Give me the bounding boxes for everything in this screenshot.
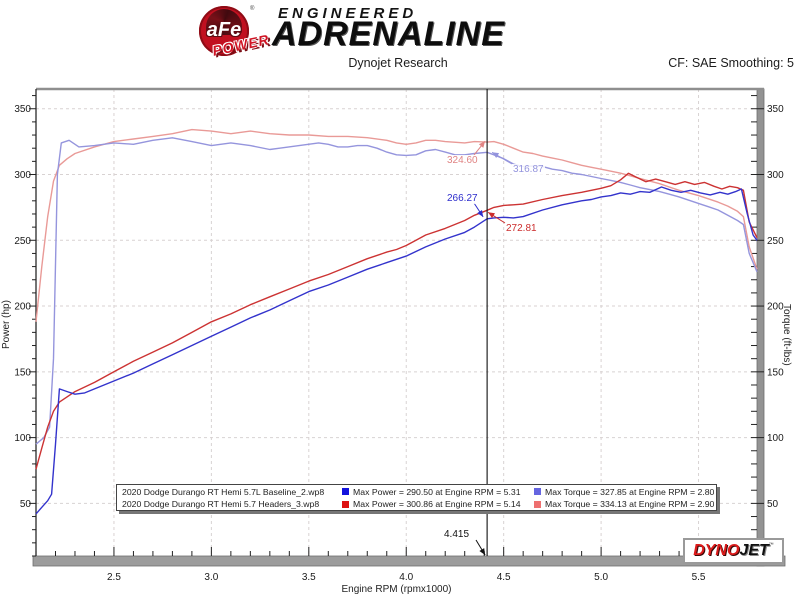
legend-box: 2020 Dodge Durango RT Hemi 5.7L Baseline…	[116, 484, 717, 511]
callout-cursor-power-baseline-arrowhead-icon	[477, 210, 484, 217]
legend-max-power: Max Power = 300.86 at Engine RPM = 5.14	[353, 499, 521, 509]
callout-cursor-rpm-arrowhead-icon	[479, 548, 486, 555]
y-tick-label-right: 150	[767, 367, 784, 378]
left-axis-title: Power (hp)	[1, 300, 12, 350]
cursor-readout-torque-headers: 324.60	[446, 155, 479, 166]
legend-row-baseline: 2020 Dodge Durango RT Hemi 5.7L Baseline…	[117, 486, 716, 498]
dynojet-logo: DYNO JET ™	[683, 538, 784, 564]
right-axis-title: Torque (ft-lbs)	[781, 304, 792, 366]
y-tick-label-left: 300	[14, 170, 31, 181]
afe-power-logo: aFe	[199, 6, 249, 56]
curve-power-headers	[35, 172, 758, 470]
chart-title: Dynojet Research	[348, 56, 448, 70]
x-tick-label: 5.5	[692, 572, 706, 583]
legend-run-name: 2020 Dodge Durango RT Hemi 5.7L Baseline…	[122, 486, 325, 497]
brand-adrenaline: ADRENALINE	[272, 15, 505, 53]
legend-max-torque: Max Torque = 334.13 at Engine RPM = 2.90	[545, 499, 715, 509]
legend-max-torque: Max Torque = 327.85 at Engine RPM = 2.80	[545, 486, 715, 497]
aperture-graphic-icon	[206, 9, 242, 35]
trademark-mark: ™	[768, 542, 774, 548]
cursor-readout-power-baseline: 266.27	[446, 193, 479, 204]
x-tick-label: 4.0	[399, 572, 413, 583]
dynojet-logo-jet: JET	[739, 542, 769, 559]
curve-power-baseline	[35, 186, 758, 515]
cursor-readout-torque-baseline: 316.87	[512, 164, 545, 175]
right-axis-band	[756, 88, 765, 567]
bottom-axis-band	[32, 555, 786, 567]
x-tick-label: 5.0	[594, 572, 608, 583]
callout-cursor-torque-headers-arrowhead-icon	[478, 141, 486, 148]
y-tick-label-right: 100	[767, 433, 784, 444]
torque-swatch-headers-icon	[534, 500, 541, 508]
y-tick-label-left: 250	[14, 236, 31, 247]
y-tick-label-right: 350	[767, 104, 784, 115]
registered-mark: ®	[250, 6, 255, 12]
curve-torque-baseline	[35, 137, 758, 445]
power-swatch-headers-icon	[342, 500, 349, 508]
x-tick-label: 4.5	[497, 572, 511, 583]
x-tick-label: 3.0	[204, 572, 218, 583]
legend-row-headers: 2020 Dodge Durango RT Hemi 5.7 Headers_3…	[117, 498, 716, 510]
y-tick-label-left: 50	[20, 499, 32, 510]
x-tick-label: 3.5	[302, 572, 316, 583]
callout-cursor-power-headers-arrowhead-icon	[488, 212, 495, 219]
dynojet-logo-dyno: DYNO	[693, 542, 740, 559]
callout-cursor-torque-baseline-arrowhead-icon	[492, 152, 500, 158]
x-tick-label: 2.5	[107, 572, 121, 583]
cursor-rpm-label: 4.415	[443, 529, 471, 540]
brand-engineered: ENGINEERED	[278, 5, 418, 22]
power-swatch-baseline-icon	[342, 488, 349, 495]
y-tick-label-right: 200	[767, 302, 784, 313]
y-tick-label-left: 150	[14, 367, 31, 378]
curve-torque-headers	[35, 128, 758, 322]
afe-logo-text: aFe	[206, 19, 242, 41]
legend-run-name: 2020 Dodge Durango RT Hemi 5.7 Headers_3…	[122, 499, 320, 509]
correction-factor-note: CF: SAE Smoothing: 5	[668, 56, 794, 70]
y-tick-label-left: 350	[14, 104, 31, 115]
torque-swatch-baseline-icon	[534, 488, 541, 495]
y-tick-label-left: 200	[14, 302, 31, 313]
y-tick-label-right: 300	[767, 170, 784, 181]
cursor-readout-power-headers: 272.81	[505, 223, 538, 234]
y-tick-label-right: 250	[767, 236, 784, 247]
y-tick-label-right: 50	[767, 499, 779, 510]
legend-max-power: Max Power = 290.50 at Engine RPM = 5.31	[353, 486, 521, 497]
y-tick-label-left: 100	[14, 433, 31, 444]
x-axis-title: Engine RPM (rpmx1000)	[341, 584, 452, 595]
